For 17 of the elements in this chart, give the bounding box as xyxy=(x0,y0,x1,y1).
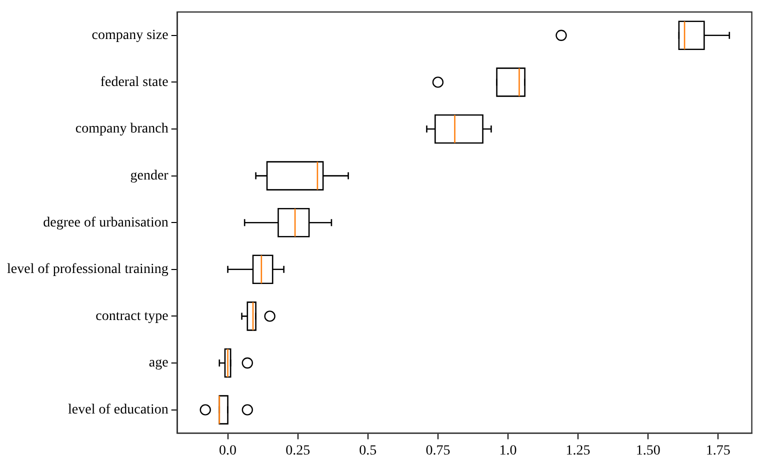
x-tick-label: 1.75 xyxy=(706,443,730,458)
x-tick-label: 0.5 xyxy=(359,443,377,458)
y-tick-label: company size xyxy=(92,28,168,44)
y-tick-label: level of education xyxy=(68,402,168,418)
x-tick-label: 1.0 xyxy=(499,443,517,458)
x-tick-label: 1.25 xyxy=(566,443,590,458)
y-tick-label: company branch xyxy=(75,122,168,137)
x-tick-label: 0.0 xyxy=(219,443,237,458)
x-tick-label: 0.25 xyxy=(286,443,310,458)
x-tick-label: 0.75 xyxy=(426,443,450,458)
x-tick-label: 1.50 xyxy=(636,443,660,458)
y-tick-label: age xyxy=(148,356,168,371)
y-tick-label: federal state xyxy=(100,74,168,90)
y-tick-label: level of professional training xyxy=(7,262,168,278)
y-tick-label: contract type xyxy=(96,308,168,324)
y-tick-label: degree of urbanisation xyxy=(43,215,168,230)
y-tick-label: gender xyxy=(130,168,169,184)
